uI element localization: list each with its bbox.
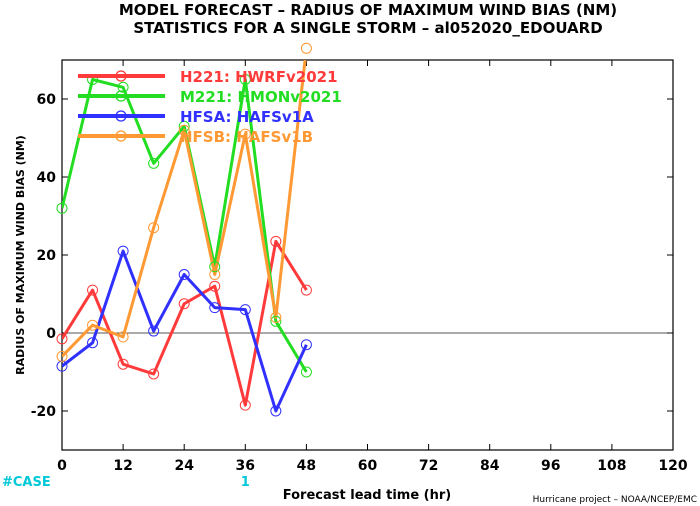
y-axis-label: RADIUS OF MAXIMUM WIND BIAS (NM) [14, 135, 27, 375]
data-point-1 [117, 81, 129, 93]
data-point-0 [178, 298, 190, 310]
data-point-0 [117, 358, 129, 370]
data-point-1 [270, 315, 282, 327]
legend-label: H221: HWRFv2021 [180, 68, 338, 86]
x-tick-label: 24 [174, 458, 194, 474]
legend-marker [115, 130, 127, 142]
data-point-3 [239, 128, 251, 140]
data-point-0 [56, 333, 68, 345]
data-point-2 [87, 337, 99, 349]
y-axis-ticks: -20 0 20 40 60 [31, 92, 673, 420]
y-tick-label: 0 [46, 326, 56, 342]
chart-subtitle: STATISTICS FOR A SINGLE STORM – al052020… [133, 19, 602, 37]
data-point-2 [209, 302, 221, 314]
legend-label: M221: HMONv2021 [180, 88, 342, 106]
x-tick-label: 12 [113, 458, 132, 474]
data-point-0 [209, 280, 221, 292]
data-point-2 [300, 339, 312, 351]
legend: H221: HWRFv2021 M221: HMONv2021 HFSA: HAFS… [78, 68, 342, 146]
legend-marker [115, 110, 127, 122]
x-tick-label: 84 [480, 458, 500, 474]
data-point-3 [56, 350, 68, 362]
data-point-3 [300, 42, 312, 54]
y-tick-label: 20 [37, 248, 57, 264]
chart-title: MODEL FORECAST – RADIUS OF MAXIMUM WIND … [119, 1, 617, 19]
marker-layer [56, 42, 312, 417]
data-point-3 [178, 124, 190, 136]
x-tick-label: 108 [597, 458, 626, 474]
legend-label: HFSB: HAFSv1B [180, 128, 313, 146]
series-line-2 [62, 249, 308, 413]
data-point-1 [209, 261, 221, 273]
x-axis-label: Forecast lead time (hr) [283, 488, 451, 503]
data-point-0 [239, 399, 251, 411]
case-entries: 1 [241, 475, 250, 490]
data-point-3 [270, 311, 282, 323]
y-tick-label: -20 [31, 404, 57, 420]
data-point-0 [148, 368, 160, 380]
data-point-1 [148, 157, 160, 169]
data-point-3 [87, 319, 99, 331]
data-point-2 [148, 325, 160, 337]
series-line-1 [62, 78, 308, 373]
data-point-2 [117, 245, 129, 257]
x-tick-label: 36 [236, 458, 255, 474]
data-point-3 [209, 269, 221, 280]
case-count: 1 [241, 475, 250, 490]
x-axis-ticks: 0 12 24 36 48 60 72 84 96 108 120 [57, 60, 688, 474]
data-point-2 [239, 304, 251, 316]
x-tick-label: 96 [541, 458, 560, 474]
series-layer [62, 60, 308, 413]
data-point-0 [270, 235, 282, 247]
data-point-0 [300, 284, 312, 296]
data-point-1 [178, 120, 190, 132]
data-point-2 [178, 269, 190, 280]
x-tick-label: 60 [358, 458, 378, 474]
x-tick-label: 72 [419, 458, 438, 474]
x-tick-label: 48 [297, 458, 316, 474]
legend-marker [115, 70, 127, 82]
data-point-2 [270, 405, 282, 417]
data-point-1 [56, 202, 68, 214]
data-point-0 [87, 284, 99, 296]
series-line-3 [62, 60, 307, 358]
x-tick-label: 120 [658, 458, 687, 474]
plot-frame [61, 59, 674, 451]
footer-credit: Hurricane project – NOAA/NCEP/EMC [533, 495, 697, 505]
legend-marker [115, 90, 127, 102]
data-point-3 [117, 331, 129, 343]
case-label: #CASE [2, 475, 51, 490]
y-tick-label: 40 [37, 170, 57, 186]
data-point-1 [300, 366, 312, 378]
x-tick-label: 0 [57, 458, 67, 474]
data-point-3 [148, 222, 160, 234]
y-tick-label: 60 [37, 92, 57, 108]
data-point-1 [239, 74, 251, 85]
legend-label: HFSA: HAFSv1A [180, 108, 314, 126]
